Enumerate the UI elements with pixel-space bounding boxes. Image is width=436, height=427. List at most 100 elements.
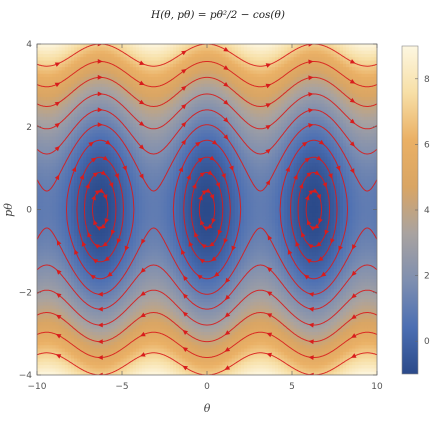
heatmap-cell: [154, 345, 158, 349]
heatmap-cell: [145, 315, 149, 320]
heatmap-cell: [55, 275, 60, 280]
heatmap-cell: [108, 275, 112, 280]
heatmap-cell: [139, 255, 143, 260]
heatmap-cell: [145, 222, 149, 227]
heatmap-cell: [61, 70, 66, 75]
heatmap-cell: [86, 288, 90, 293]
heatmap-cell: [86, 173, 90, 177]
heatmap-cell: [37, 209, 41, 214]
heatmap-cell: [160, 335, 165, 339]
heatmap-cell: [145, 189, 149, 194]
heatmap-cell: [40, 163, 44, 167]
heatmap-cell: [49, 93, 53, 98]
heatmap-cell: [86, 229, 90, 234]
heatmap-cell: [86, 265, 90, 270]
heatmap-cell: [114, 235, 118, 240]
heatmap-cell: [95, 70, 100, 75]
heatmap-cell: [61, 371, 66, 375]
heatmap-cell: [61, 355, 66, 359]
heatmap-cell: [160, 245, 165, 250]
heatmap-cell: [52, 212, 56, 217]
heatmap-cell: [37, 285, 41, 290]
heatmap-cell: [77, 328, 81, 333]
heatmap-cell: [114, 139, 118, 144]
heatmap-cell: [52, 44, 56, 48]
heatmap-cell: [135, 87, 140, 91]
heatmap-cell: [67, 100, 72, 104]
heatmap-cell: [129, 242, 134, 247]
heatmap-cell: [74, 53, 78, 58]
heatmap-cell: [169, 77, 174, 81]
heatmap-cell: [120, 166, 124, 171]
heatmap-cell: [120, 113, 124, 118]
heatmap-cell: [71, 123, 75, 128]
heatmap-cell: [52, 322, 56, 326]
heatmap-cell: [67, 149, 72, 154]
heatmap-cell: [132, 358, 137, 363]
heatmap-cell: [67, 202, 72, 207]
heatmap-cell: [77, 96, 81, 101]
heatmap-cell: [101, 212, 106, 217]
heatmap-cell: [101, 252, 106, 257]
heatmap-cell: [80, 275, 84, 280]
heatmap-cell: [95, 365, 100, 369]
heatmap-cell: [132, 80, 137, 85]
heatmap-cell: [77, 103, 81, 108]
heatmap-cell: [40, 262, 44, 267]
heatmap-cell: [89, 285, 94, 290]
heatmap-cell: [40, 279, 44, 283]
heatmap-cell: [166, 139, 171, 144]
heatmap-cell: [58, 196, 63, 200]
heatmap-cell: [55, 245, 60, 250]
heatmap-cell: [173, 159, 177, 164]
heatmap-cell: [135, 365, 140, 369]
heatmap-cell: [139, 90, 143, 95]
heatmap-cell: [117, 156, 121, 161]
heatmap-cell: [40, 355, 44, 359]
heatmap-cell: [43, 80, 47, 85]
heatmap-cell: [123, 123, 128, 128]
heatmap-cell: [132, 169, 137, 174]
heatmap-cell: [185, 106, 189, 111]
heatmap-cell: [114, 123, 118, 128]
heatmap-cell: [111, 216, 115, 220]
heatmap-cell: [182, 232, 186, 237]
heatmap-cell: [145, 308, 149, 313]
heatmap-cell: [83, 149, 87, 154]
heatmap-cell: [43, 279, 47, 283]
heatmap-cell: [58, 222, 63, 227]
heatmap-cell: [151, 235, 155, 240]
heatmap-cell: [135, 67, 140, 71]
heatmap-cell: [49, 302, 53, 306]
heatmap-cell: [135, 322, 140, 326]
heatmap-cell: [135, 358, 140, 363]
heatmap-cell: [111, 255, 115, 260]
heatmap-cell: [114, 302, 118, 306]
heatmap-cell: [160, 60, 165, 65]
heatmap-cell: [49, 176, 53, 181]
heatmap-cell: [55, 318, 60, 323]
heatmap-cell: [46, 196, 50, 200]
heatmap-cell: [111, 232, 115, 237]
heatmap-cell: [49, 90, 53, 95]
heatmap-cell: [142, 295, 146, 300]
heatmap-cell: [135, 279, 140, 283]
heatmap-cell: [61, 179, 66, 184]
heatmap-cell: [58, 106, 63, 111]
heatmap-cell: [64, 365, 69, 369]
heatmap-cell: [157, 156, 162, 161]
heatmap-cell: [129, 169, 134, 174]
heatmap-cell: [55, 358, 60, 363]
heatmap-cell: [49, 123, 53, 128]
heatmap-cell: [142, 149, 146, 154]
heatmap-cell: [37, 249, 41, 253]
heatmap-cell: [132, 166, 137, 171]
heatmap: [37, 44, 377, 375]
heatmap-cell: [173, 130, 177, 134]
heatmap-cell: [148, 136, 152, 141]
heatmap-cell: [173, 166, 177, 171]
heatmap-cell: [111, 212, 115, 217]
heatmap-cell: [160, 355, 165, 359]
heatmap-cell: [108, 186, 112, 191]
heatmap-cell: [160, 315, 165, 320]
